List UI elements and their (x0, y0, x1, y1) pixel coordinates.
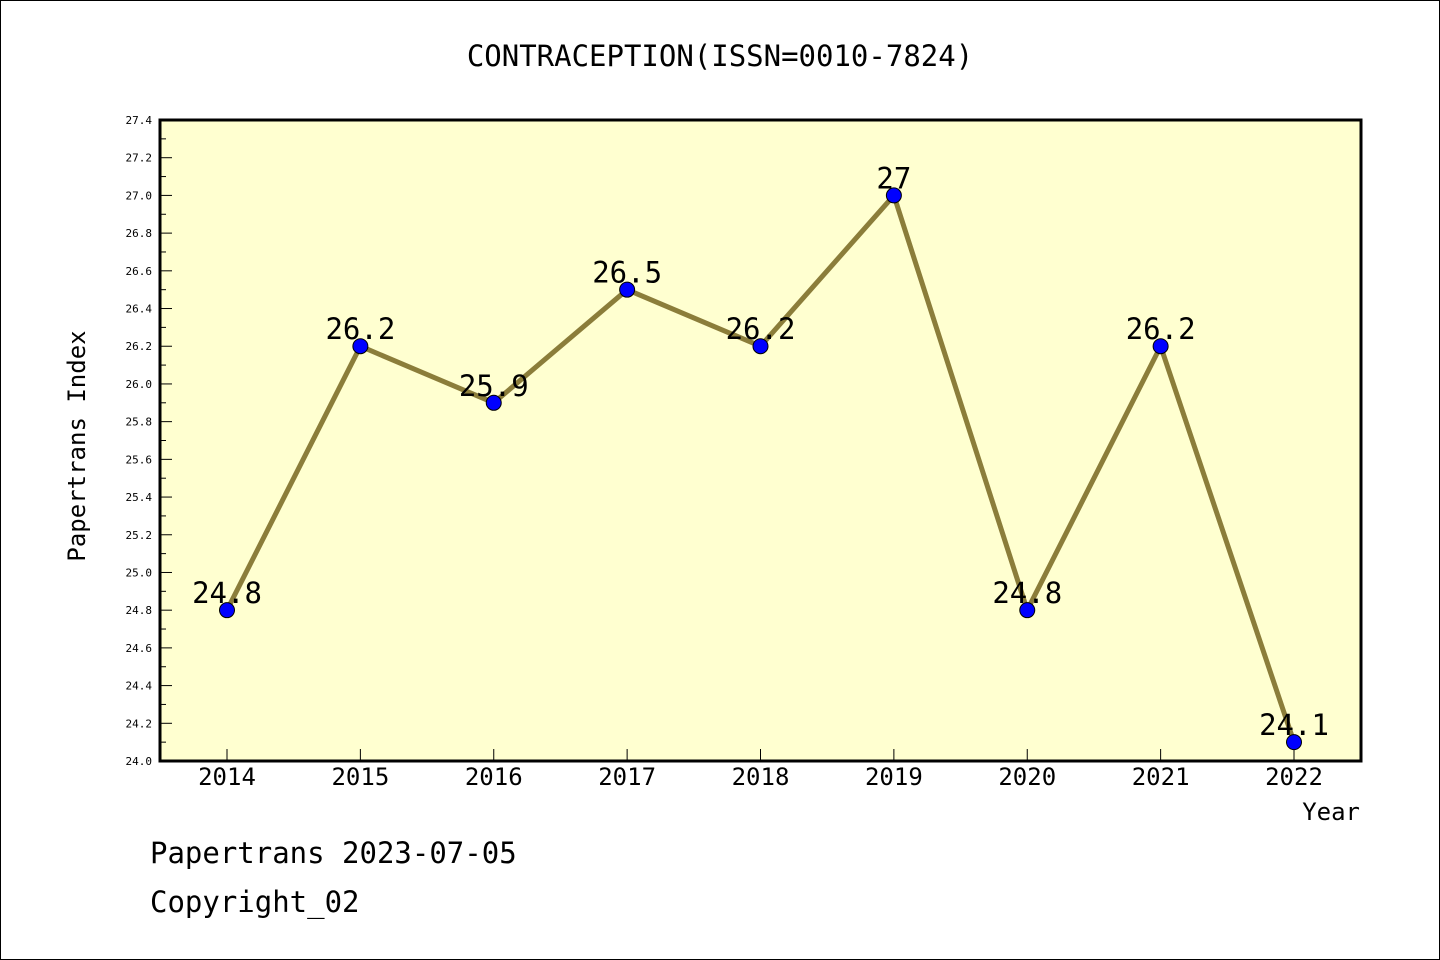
data-label: 27 (876, 161, 911, 195)
y-tick-label: 25.4 (126, 491, 153, 504)
data-label: 26.2 (726, 312, 796, 346)
y-tick-label: 25.6 (126, 453, 153, 466)
data-point (885, 187, 902, 204)
x-tick-label: 2016 (465, 763, 523, 791)
x-tick-label: 2018 (732, 763, 790, 791)
x-axis-label: Year (1302, 798, 1360, 826)
y-tick-label: 25.8 (126, 416, 153, 429)
data-point (485, 394, 502, 411)
y-tick-label: 26.2 (126, 340, 153, 353)
y-tick-label: 26.6 (126, 265, 153, 278)
x-tick-label: 2014 (198, 763, 256, 791)
x-tick-label: 2020 (998, 763, 1056, 791)
data-point (752, 338, 769, 355)
y-tick-label: 25.0 (126, 566, 153, 579)
y-tick-label: 27.4 (126, 114, 153, 127)
footer-copyright-text: Copyright_02 (150, 885, 360, 919)
x-tick-label: 2019 (865, 763, 923, 791)
y-tick-label: 26.8 (126, 227, 153, 240)
data-point (1019, 602, 1036, 619)
data-point (1286, 734, 1302, 751)
y-tick-label: 24.2 (126, 717, 153, 730)
plot-area (158, 118, 1363, 763)
data-label: 26.5 (592, 256, 662, 290)
y-tick-label: 24.4 (126, 680, 153, 693)
x-tick-label: 2022 (1265, 763, 1323, 791)
data-label: 26.2 (1126, 312, 1196, 346)
y-axis-label: Papertrans Index (63, 330, 91, 561)
x-tick-label: 2015 (331, 763, 389, 791)
data-label: 24.8 (192, 576, 262, 610)
data-point (619, 281, 636, 298)
y-tick-label: 27.0 (126, 189, 153, 202)
data-label: 26.2 (325, 312, 395, 346)
data-point (1152, 338, 1169, 355)
y-tick-label: 24.6 (126, 642, 153, 655)
data-point (219, 602, 235, 619)
footer-date-text: Papertrans 2023-07-05 (150, 836, 517, 870)
data-point (352, 338, 369, 355)
y-tick-label: 27.2 (126, 152, 153, 165)
y-tick-label: 26.4 (126, 303, 153, 316)
y-tick-label: 25.2 (126, 529, 153, 542)
y-axis: 24.0 24.2 24.4 24.6 24.8 25.0 25.2 25.4 25.6 25.8… (126, 114, 172, 768)
y-tick-label: 26.0 (126, 378, 153, 391)
data-label: 25.9 (459, 369, 529, 403)
series-markers (219, 187, 1302, 751)
data-labels: 24.8 26.2 25.9 26.5 26.2 27 24.8 26.2 24.1 (192, 161, 1329, 742)
data-label: 24.8 (992, 576, 1062, 610)
x-axis: 2014 2015 2016 2017 2018 2019 2020 2021 2022 (198, 749, 1323, 791)
x-tick-label: 2017 (598, 763, 656, 791)
data-label: 24.1 (1259, 708, 1329, 742)
chart-title: CONTRACEPTION(ISSN=0010-7824) (467, 39, 973, 73)
y-tick-label: 24.0 (126, 755, 153, 768)
y-tick-label: 24.8 (126, 604, 153, 617)
x-tick-label: 2021 (1132, 763, 1190, 791)
